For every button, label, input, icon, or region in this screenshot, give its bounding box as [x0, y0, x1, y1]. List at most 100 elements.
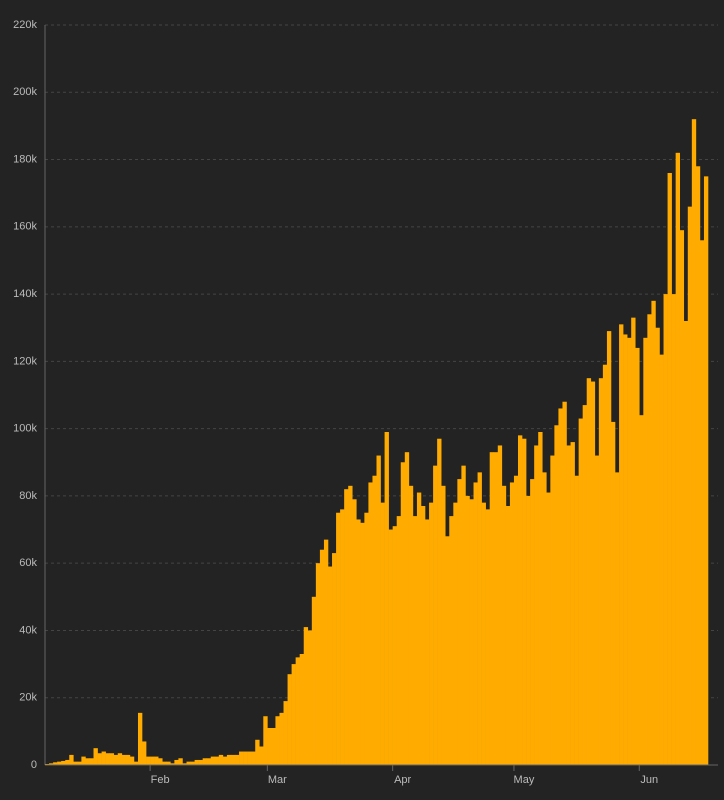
bar — [663, 294, 668, 765]
bar — [526, 495, 531, 765]
bar — [311, 596, 317, 765]
bar — [235, 754, 240, 765]
bar — [509, 482, 515, 765]
bar — [182, 763, 187, 765]
y-tick-label: 60k — [19, 557, 37, 569]
bar — [198, 759, 203, 765]
bar — [517, 435, 523, 765]
bar — [497, 445, 503, 765]
bar — [416, 492, 422, 765]
bar — [263, 716, 268, 765]
x-tick-label: Apr — [394, 774, 411, 786]
bar — [505, 506, 511, 765]
bar — [287, 674, 292, 765]
bar — [493, 452, 499, 765]
bar — [372, 475, 377, 765]
bar — [105, 753, 110, 765]
bar — [170, 763, 175, 765]
bar — [574, 475, 579, 765]
bar — [631, 317, 636, 765]
bar — [582, 405, 588, 765]
bar — [53, 762, 58, 765]
bar — [101, 751, 106, 765]
bar — [368, 482, 373, 765]
bar — [109, 753, 115, 765]
x-tick-label: May — [514, 774, 535, 786]
bar — [550, 455, 555, 765]
bar — [534, 445, 539, 765]
bar — [590, 381, 596, 765]
bar — [513, 475, 519, 765]
y-tick-label: 120k — [13, 355, 37, 367]
bar — [218, 754, 224, 765]
bar — [275, 716, 280, 765]
bar — [315, 563, 321, 765]
bar — [154, 756, 159, 765]
bar — [473, 482, 478, 765]
y-tick-label: 140k — [13, 288, 37, 300]
bar — [327, 566, 333, 765]
bar — [433, 465, 438, 765]
bar — [469, 499, 474, 765]
bar — [554, 425, 559, 765]
bar — [679, 230, 685, 765]
bar — [647, 314, 652, 765]
bar — [699, 240, 705, 766]
bar — [251, 751, 256, 765]
bar — [206, 758, 212, 765]
bar — [239, 751, 244, 765]
bar — [299, 654, 305, 765]
y-tick-label: 0 — [31, 759, 37, 771]
bar — [691, 119, 697, 765]
bar — [291, 664, 296, 765]
bar — [97, 753, 102, 765]
bar — [546, 492, 551, 765]
bar — [336, 512, 341, 765]
bar — [214, 756, 220, 765]
bar — [113, 754, 119, 765]
bar — [671, 294, 676, 765]
bar — [166, 761, 171, 765]
bar — [396, 516, 402, 765]
x-tick-label: Jun — [640, 774, 658, 786]
bar — [45, 763, 50, 765]
bar — [380, 502, 385, 765]
bar — [667, 173, 672, 765]
bar — [186, 761, 191, 765]
bar — [420, 506, 426, 765]
bar — [400, 462, 406, 765]
y-tick-label: 40k — [19, 624, 37, 636]
bar — [49, 763, 54, 765]
bar — [558, 408, 563, 765]
bar — [158, 758, 163, 765]
bar — [655, 327, 660, 765]
bar — [133, 761, 139, 765]
bar — [530, 479, 535, 765]
bar — [388, 529, 393, 765]
bar — [412, 516, 418, 765]
bar — [408, 485, 414, 765]
bar — [566, 445, 571, 765]
bar — [703, 176, 709, 765]
bar — [89, 758, 94, 765]
bar — [465, 495, 470, 765]
bar — [352, 499, 357, 765]
bar — [384, 432, 389, 765]
bar — [85, 758, 90, 765]
bar — [364, 512, 369, 765]
bar — [437, 438, 442, 765]
bar — [279, 712, 284, 765]
bar — [323, 539, 329, 765]
bar — [77, 761, 82, 765]
bar — [226, 754, 232, 765]
bar — [522, 438, 527, 765]
bar — [117, 753, 123, 765]
bar — [683, 321, 689, 765]
bar — [73, 761, 78, 765]
bar — [695, 166, 701, 766]
bar — [202, 758, 208, 765]
bar — [190, 761, 195, 765]
bar — [69, 754, 74, 765]
bar — [562, 401, 567, 765]
